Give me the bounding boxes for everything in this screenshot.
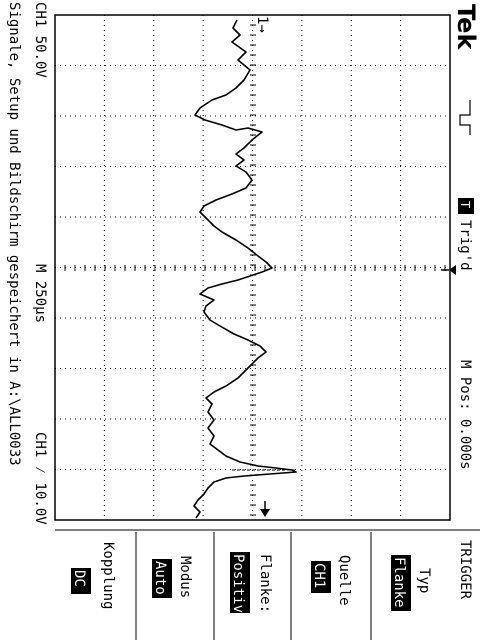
menu-item-label: Kopplung xyxy=(100,542,116,609)
timebase: M 250µs xyxy=(32,264,48,323)
acquisition-status: Trig'd xyxy=(457,220,473,271)
pulse-symbol-icon xyxy=(460,100,470,135)
trigger-readout: CH1 ⁄ 10.0V xyxy=(32,432,48,525)
menu-item-flanke[interactable]: Flanke: Positiv xyxy=(230,552,273,613)
graticule-grid xyxy=(55,15,450,520)
trigger-menu: TRIGGER Typ Flanke Quelle CH1 Flanke: Po… xyxy=(55,530,480,640)
trigger-level-icon xyxy=(260,501,270,517)
menu-item-value: Positiv xyxy=(230,554,246,613)
graticule-center-ticks xyxy=(55,15,445,515)
menu-title: TRIGGER xyxy=(457,540,473,600)
brand-logo: Tek xyxy=(452,4,480,50)
ch1-scale: CH1 50.0V xyxy=(32,2,48,78)
menu-item-value: DC xyxy=(71,570,87,587)
menu-item-kopplung[interactable]: Kopplung DC xyxy=(71,542,116,609)
menu-item-value: Auto xyxy=(152,561,168,595)
ch1-marker: 1→ xyxy=(254,16,270,33)
menu-item-label: Modus xyxy=(177,556,193,598)
menu-item-value: CH1 xyxy=(311,563,327,588)
trigger-position-icon xyxy=(441,265,456,275)
save-message: Signale, Setup und Bildschirm gespeicher… xyxy=(6,2,22,466)
menu-item-label: Flanke: xyxy=(257,554,273,613)
menu-item-quelle[interactable]: Quelle CH1 xyxy=(311,555,352,606)
menu-item-typ[interactable]: Typ Flanke xyxy=(391,555,432,611)
horizontal-position: M Pos: 0.000s xyxy=(457,360,473,470)
menu-item-modus[interactable]: Modus Auto xyxy=(152,556,193,598)
trigger-indicator: T xyxy=(458,201,472,208)
menu-item-label: Typ xyxy=(416,568,432,593)
menu-item-value: Flanke xyxy=(391,557,407,608)
menu-item-label: Quelle xyxy=(336,555,352,606)
